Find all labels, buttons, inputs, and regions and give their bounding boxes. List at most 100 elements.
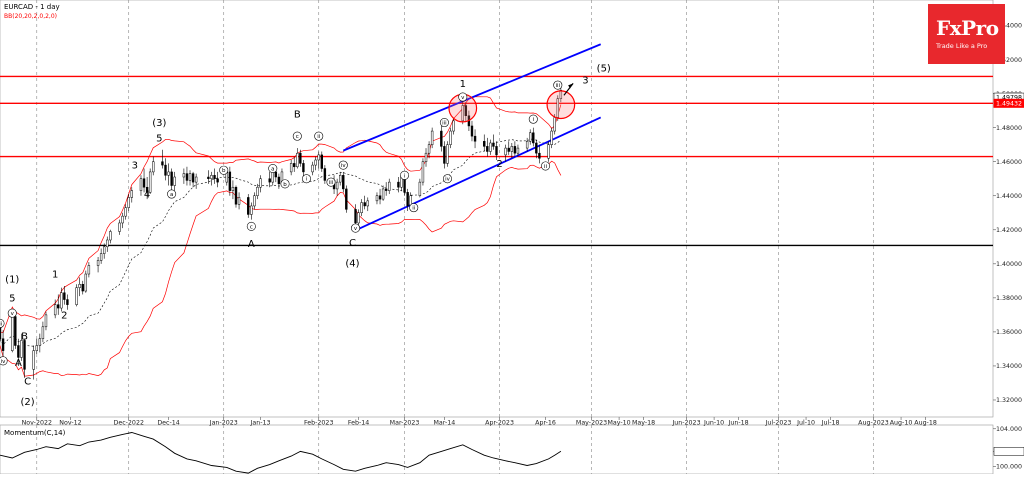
x-tick-label: May-18 [632,420,655,427]
indicator-label: BB(20,20,2,0,2,0) [4,13,57,20]
momentum-y-tick-label: 100.000 [996,464,1022,471]
wave-label: B [21,332,28,343]
candle-body [63,292,66,300]
candle-body [464,105,468,116]
candle-body [182,173,186,178]
x-tick-label: Dec-2022 [113,420,143,427]
wave-label: 4 [144,189,150,200]
candle-body [145,186,149,193]
candle-body [256,186,259,196]
x-tick-label: Feb-2023 [304,420,333,427]
candle-body [513,146,517,154]
x-tick-label: Dec-14 [157,420,179,427]
wave-label-circle [167,189,177,199]
circled-wave-label: b [222,168,226,174]
wave-label-circle [268,164,278,174]
highlight-circle [546,90,576,120]
candle-body [424,152,428,162]
circled-wave-label: c [250,224,253,230]
wave-label: A [248,239,255,250]
bollinger-lower-band [0,160,562,377]
candle-body [320,154,324,169]
candle-body [167,171,170,176]
candle-body [210,175,213,179]
candle-body [357,212,360,224]
candle-body [483,141,486,147]
candle-body [84,273,88,292]
candle-body [259,178,262,188]
candle-body [109,231,112,241]
candle-body [354,209,357,224]
wave-label: C [349,238,356,249]
momentum-value-box [993,447,1024,456]
candle-body [504,147,507,156]
circled-wave-label: i [404,173,406,179]
candle-body [440,130,443,147]
x-tick-label: Nov-2022 [22,420,52,427]
current-price-label: 1.49798 [996,94,1022,101]
y-tick-label: 1.40000 [996,261,1022,268]
candle-body [345,188,348,210]
candle-body [99,253,103,261]
momentum-label: Momentum(C,14) [4,429,66,437]
candle-body [191,173,195,183]
x-tick-label: Jan-2023 [209,420,238,427]
wave-label-circle [400,170,410,180]
wave-label: (2) [20,397,34,408]
price-pane-frame [0,0,994,418]
momentum-line [0,432,562,474]
x-tick-label: Apr-16 [535,420,556,427]
circled-wave-label: iii [0,321,3,327]
candle-body [216,178,219,183]
y-tick-label: 1.42000 [996,227,1022,234]
x-tick-label: Jun-10 [703,420,724,427]
y-tick-label: 1.38000 [996,295,1022,302]
y-tick-label: 1.48000 [996,125,1022,132]
wave-label: (4) [345,258,359,269]
x-tick-label: Jun-18 [728,420,749,427]
candle-body [57,304,60,309]
candle-body [418,181,422,196]
wave-label-circle [338,160,348,170]
candle-body [299,152,302,164]
candle-body [213,175,216,179]
candle-body [23,340,26,370]
candle-body [489,142,492,152]
wave-label-circle [351,223,361,233]
candle-body [507,147,510,152]
candle-body [277,176,281,185]
candle-body [430,130,434,145]
candle-body [314,159,317,166]
candle-body [452,120,455,132]
circled-wave-label: iv [1,359,7,365]
brand-tagline: Trade Like a Pro [936,42,988,50]
candle-body [60,292,63,309]
wave-label-circle [409,203,419,213]
candle-body [449,130,452,145]
wave-label-circle [528,114,538,124]
circled-wave-label: v [461,95,465,101]
wave-label: 1 [52,269,58,280]
x-tick-label: May-10 [607,420,630,427]
wave-label-circle [0,356,8,366]
candle-body [124,207,127,217]
fxpro-logo: FxPro Trade Like a Pro [928,4,1005,64]
candle-body [553,117,556,132]
candle-body [510,146,514,152]
candle-body [35,345,38,351]
candle-body [237,197,241,205]
candle-body [550,130,553,145]
candle-body [118,222,121,232]
circled-wave-label: v [354,226,358,232]
candle-body [231,186,235,191]
wave-label-circle [280,179,290,189]
candle-body [525,141,529,149]
candle-body [106,239,109,248]
candle-body [53,304,57,316]
candle-body [421,161,425,183]
x-tick-label: May-2023 [576,420,607,427]
candle-body [302,163,305,173]
candle-body [538,152,541,159]
candle-body [103,246,106,254]
